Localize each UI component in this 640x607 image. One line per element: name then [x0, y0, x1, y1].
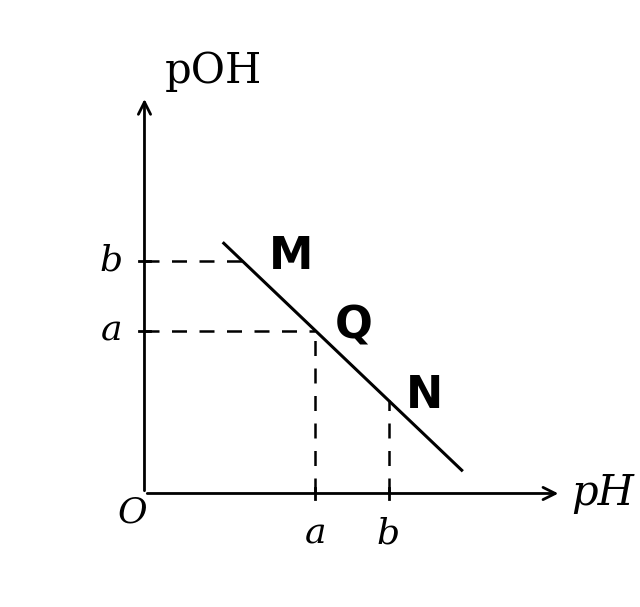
Text: pOH: pOH [164, 50, 262, 92]
Text: a: a [100, 314, 122, 348]
Text: pH: pH [571, 472, 634, 515]
Text: O: O [117, 495, 147, 529]
Text: N: N [406, 374, 443, 417]
Text: a: a [305, 517, 326, 551]
Text: b: b [377, 517, 400, 551]
Text: Q: Q [335, 304, 373, 347]
Text: M: M [269, 234, 314, 277]
Text: b: b [99, 244, 122, 278]
